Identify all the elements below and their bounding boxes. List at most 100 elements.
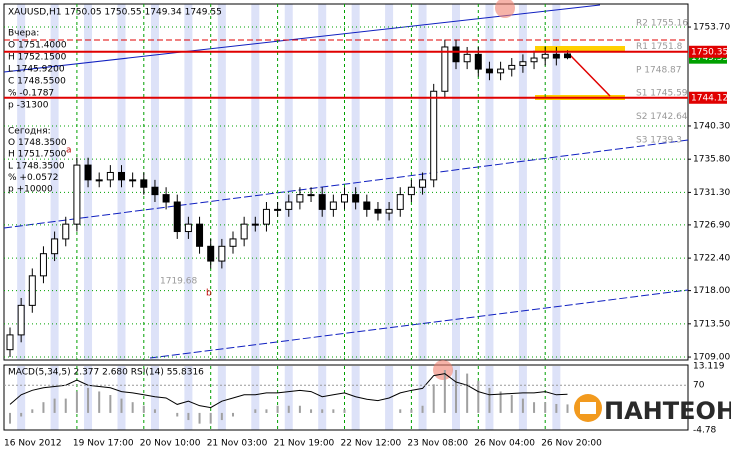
macd-bar [399,409,402,413]
info-text: % -0.1787 [8,89,54,99]
info-text: L 1745.9200 [8,65,65,75]
x-tick-label: 21 Nov 19:00 [274,439,335,449]
channel-line [3,139,689,229]
macd-bar [343,409,346,413]
candle-body [352,194,360,203]
candle-body [251,223,259,226]
main-frame [3,3,689,361]
candle-body [318,194,326,210]
candle-body [374,208,382,214]
session-band [518,366,527,430]
macd-bar [466,373,469,413]
price-tag-label: 1744.12 [691,93,728,103]
price-tag-label: 1750.35 [691,47,728,57]
channel-line [149,289,689,359]
x-tick-label: 19 Nov 17:00 [73,439,134,449]
session-band [217,366,226,430]
y-tick-label: 1735.80 [693,155,730,165]
macd-bar [187,412,190,421]
macd-bar [75,391,78,413]
y2-tick-label: 70 [693,381,705,391]
chart-title: XAUUSD,H1 1750.05 1750.55 1749.34 1749.5… [8,8,222,18]
session-band [117,366,126,430]
macd-bar [287,405,290,413]
candle-body [140,179,148,188]
macd-bar [488,387,491,413]
info-text: H 1752.1500 [8,53,67,63]
candle-body [363,201,371,210]
annotation: b [206,289,212,299]
session-band [385,4,394,360]
macd-bar [410,409,413,413]
price-tag-label: 1749.55 [691,53,728,63]
macd-bar [153,409,156,413]
y-tick-label: 1753.70 [693,23,730,33]
macd-bar [98,391,101,413]
macd-bar [131,402,134,413]
info-text: O 1751.4000 [8,41,67,51]
macd-bar [53,398,56,413]
candle-body [28,275,36,306]
candle-body [173,201,181,233]
y-tick-label: 1731.30 [693,188,730,198]
macd-bar [198,412,201,424]
session-band [518,4,527,360]
logo: ПАНТЕОН [604,397,731,425]
price-tag [689,45,727,58]
candle-body [73,164,81,225]
session-band [217,4,226,360]
macd-bar [20,412,23,417]
macd-bar [477,380,480,413]
candle-body [407,186,415,196]
candle-body [452,46,460,63]
candle-body [129,179,137,182]
info-text: H 1751.7500 [8,150,67,160]
macd-bar [232,412,234,417]
indicator-frame [3,364,689,431]
macd-bar [510,395,513,413]
y-tick-label: 1709.00 [693,353,730,363]
session-band [318,366,327,430]
candle-body [541,53,549,59]
candle-body [274,208,282,211]
macd-bar [265,409,268,413]
highlight-circle [495,0,515,18]
macd-bar [276,405,279,413]
session-band [284,366,293,430]
price-tag [689,91,727,104]
session-band [552,4,561,360]
info-text: p -31300 [8,101,49,111]
macd-bar [209,412,212,424]
macd-bar [42,402,45,413]
session-band [150,366,159,430]
info-text: p +10000 [8,185,53,195]
macd-bar [521,398,524,413]
macd-bar [432,384,435,413]
y-tick-label: 1722.40 [693,254,730,264]
logo-icon [580,402,596,414]
pivot-label: R2 1755.16 [636,19,688,29]
annotation: 1719.68 [160,277,197,287]
candle-body [51,238,59,255]
macd-bar [443,370,446,413]
candle-body [184,223,192,233]
macd-bar [109,395,112,413]
candle-body [530,57,538,63]
macd-bar [31,409,34,413]
macd-bar [9,412,11,424]
x-tick-label: 26 Nov 20:00 [541,439,602,449]
x-tick-label: 26 Nov 04:00 [474,439,535,449]
x-tick-label: 20 Nov 10:00 [140,439,201,449]
candle-body [285,201,293,210]
candle-body [441,46,449,92]
session-band [351,366,360,430]
macd-bar [220,412,223,421]
session-band [418,366,427,430]
x-tick-label: 22 Nov 12:00 [341,439,402,449]
session-band [552,366,561,430]
candle-body [474,53,482,70]
macd-bar [176,412,179,417]
candle-body [151,186,159,196]
candle-body [17,304,25,336]
